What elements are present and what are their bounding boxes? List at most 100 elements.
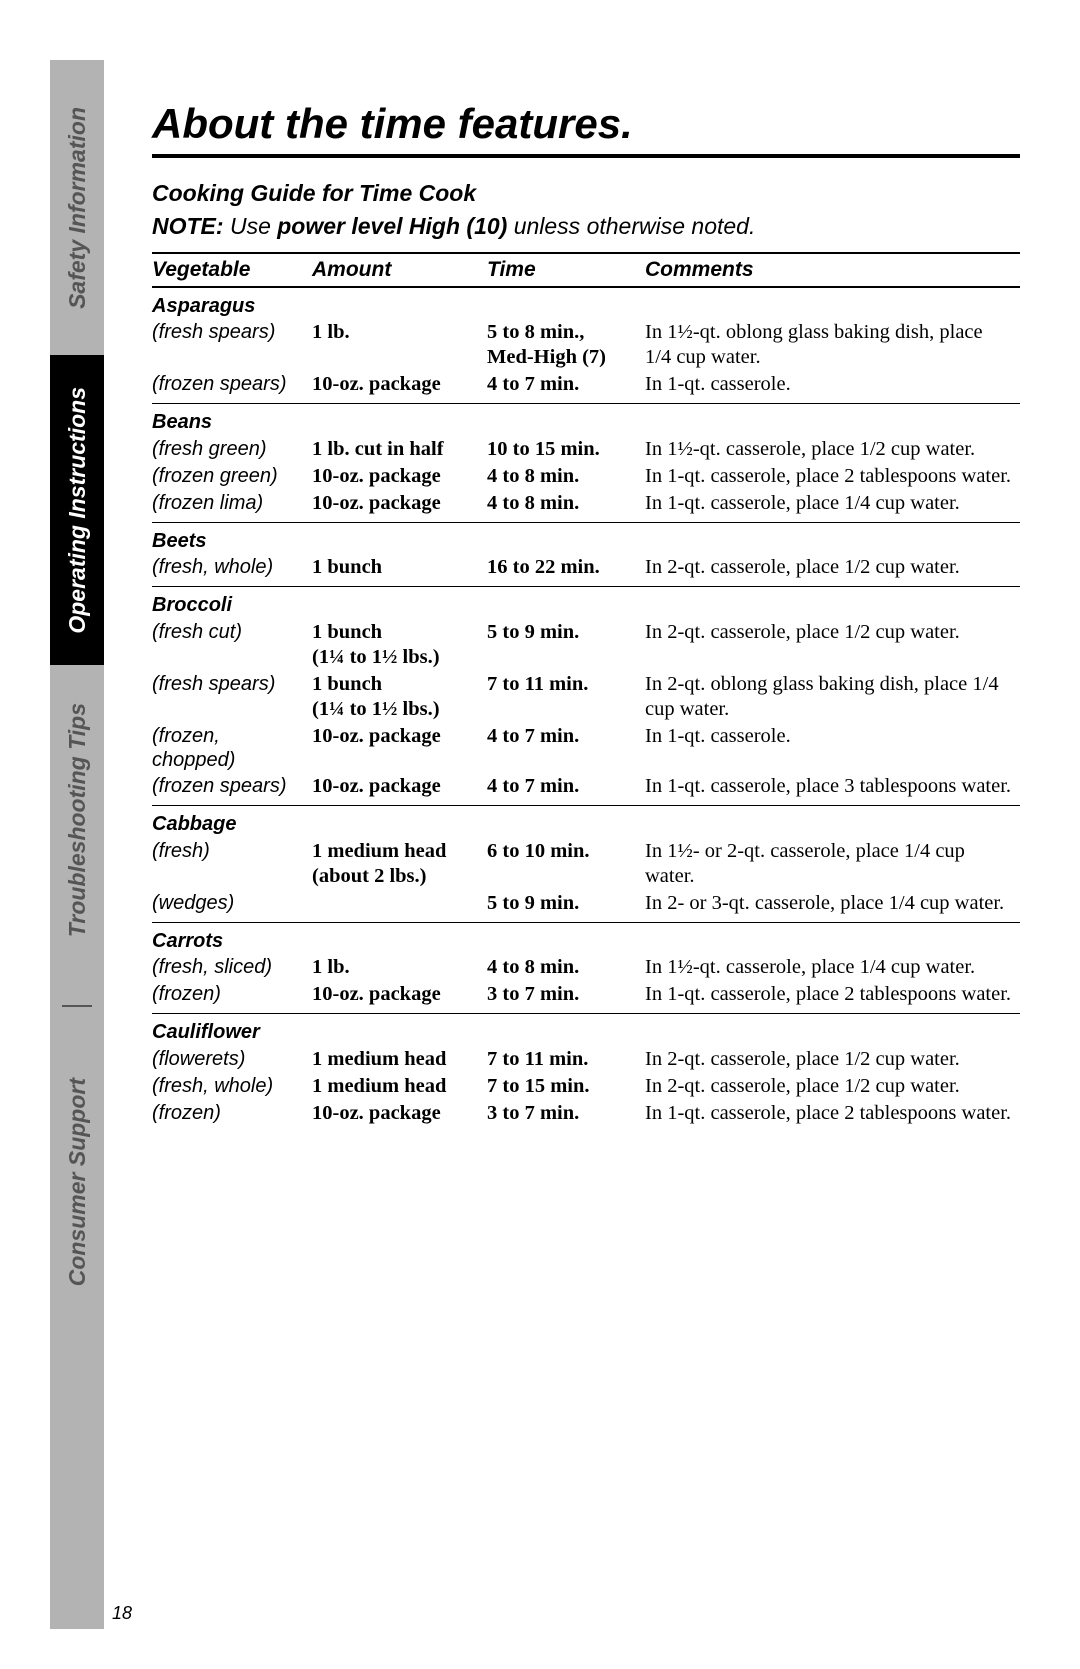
amount-cell: 10-oz. package (312, 371, 487, 404)
note-line: NOTE: Use power level High (10) unless o… (152, 213, 1020, 240)
vegetable-group-header: Broccoli (152, 587, 1020, 619)
cooking-guide-table: Vegetable Amount Time Comments Asparagus… (152, 252, 1020, 1132)
note-prefix: NOTE: (152, 213, 224, 239)
amount-cell: 1 bunch (312, 554, 487, 587)
vegetable-variant: (frozen green) (152, 463, 312, 490)
comments-cell: In 2-qt. casserole, place 1/2 cup water. (645, 619, 1020, 671)
amount-cell: 10-oz. package (312, 981, 487, 1014)
table-row: (fresh spears)1 bunch(1¼ to 1½ lbs.)7 to… (152, 671, 1020, 723)
comments-cell: In 1½-qt. casserole, place 1/2 cup water… (645, 436, 1020, 463)
vegetable-variant: (frozen) (152, 1100, 312, 1132)
time-cell: 3 to 7 min. (487, 1100, 645, 1132)
section-tabs-sidebar: Safety Information Operating Instruction… (50, 60, 104, 1629)
table-row: (frozen)10-oz. package3 to 7 min.In 1-qt… (152, 981, 1020, 1014)
comments-cell: In 1-qt. casserole. (645, 723, 1020, 774)
tab-label: Consumer Support (64, 1078, 91, 1286)
table-row: (frozen spears)10-oz. package4 to 7 min.… (152, 371, 1020, 404)
col-amount: Amount (312, 253, 487, 287)
amount-cell: 10-oz. package (312, 1100, 487, 1132)
comments-cell: In 1-qt. casserole, place 1/4 cup water. (645, 490, 1020, 523)
time-cell: 10 to 15 min. (487, 436, 645, 463)
vegetable-variant: (fresh spears) (152, 671, 312, 723)
amount-cell: 10-oz. package (312, 773, 487, 806)
table-row: (frozen spears)10-oz. package4 to 7 min.… (152, 773, 1020, 806)
page-content: About the time features. Cooking Guide f… (104, 60, 1020, 1629)
comments-cell: In 1-qt. casserole, place 3 tablespoons … (645, 773, 1020, 806)
tab-label: Operating Instructions (64, 387, 91, 634)
amount-cell: 1 lb. (312, 319, 487, 371)
vegetable-group-header: Cabbage (152, 806, 1020, 838)
vegetable-group-header: Carrots (152, 922, 1020, 954)
amount-cell: 10-oz. package (312, 463, 487, 490)
amount-cell: 1 bunch(1¼ to 1½ lbs.) (312, 671, 487, 723)
amount-cell: 10-oz. package (312, 723, 487, 774)
comments-cell: In 1-qt. casserole, place 2 tablespoons … (645, 463, 1020, 490)
amount-cell: 1 medium head (about 2 lbs.) (312, 838, 487, 890)
vegetable-name: Broccoli (152, 587, 1020, 619)
tab-label: Safety Information (64, 107, 91, 309)
table-row: (fresh, sliced)1 lb.4 to 8 min.In 1½-qt.… (152, 954, 1020, 981)
tab-consumer-support[interactable]: Consumer Support (50, 1035, 104, 1330)
comments-cell: In 1-qt. casserole. (645, 371, 1020, 404)
comments-cell: In 1½-qt. casserole, place 1/4 cup water… (645, 954, 1020, 981)
table-row: (fresh spears)1 lb.5 to 8 min.,Med-High … (152, 319, 1020, 371)
note-text: Use (224, 213, 278, 239)
time-cell: 6 to 10 min. (487, 838, 645, 890)
vegetable-variant: (fresh) (152, 838, 312, 890)
tab-safety-information[interactable]: Safety Information (50, 60, 104, 355)
time-cell: 4 to 8 min. (487, 954, 645, 981)
vegetable-variant: (fresh, whole) (152, 1073, 312, 1100)
amount-cell: 1 medium head (312, 1073, 487, 1100)
time-cell: 5 to 9 min. (487, 619, 645, 671)
table-row: (wedges)5 to 9 min.In 2- or 3-qt. casser… (152, 890, 1020, 923)
vegetable-group-header: Cauliflower (152, 1014, 1020, 1046)
vegetable-name: Asparagus (152, 287, 1020, 319)
manual-page: Safety Information Operating Instruction… (0, 0, 1080, 1669)
table-row: (fresh, whole)1 medium head7 to 15 min.I… (152, 1073, 1020, 1100)
vegetable-variant: (fresh, sliced) (152, 954, 312, 981)
vegetable-variant: (fresh green) (152, 436, 312, 463)
comments-cell: In 2-qt. casserole, place 1/2 cup water. (645, 554, 1020, 587)
col-vegetable: Vegetable (152, 253, 312, 287)
table-row: (frozen lima)10-oz. package4 to 8 min.In… (152, 490, 1020, 523)
table-row: (frozen, chopped)10-oz. package4 to 7 mi… (152, 723, 1020, 774)
comments-cell: In 2- or 3-qt. casserole, place 1/4 cup … (645, 890, 1020, 923)
vegetable-variant: (fresh, whole) (152, 554, 312, 587)
comments-cell: In 1-qt. casserole, place 2 tablespoons … (645, 1100, 1020, 1132)
note-power-level: power level High (10) (277, 213, 507, 239)
time-cell: 7 to 15 min. (487, 1073, 645, 1100)
time-cell: 5 to 8 min.,Med-High (7) (487, 319, 645, 371)
table-row: (fresh, whole)1 bunch16 to 22 min.In 2-q… (152, 554, 1020, 587)
time-cell: 4 to 8 min. (487, 490, 645, 523)
time-cell: 4 to 8 min. (487, 463, 645, 490)
tab-operating-instructions[interactable]: Operating Instructions (50, 355, 104, 665)
time-cell: 7 to 11 min. (487, 671, 645, 723)
note-text: unless otherwise noted. (507, 213, 755, 239)
amount-cell: 1 medium head (312, 1046, 487, 1073)
page-title: About the time features. (152, 100, 1020, 148)
vegetable-variant: (frozen) (152, 981, 312, 1014)
time-cell: 7 to 11 min. (487, 1046, 645, 1073)
table-row: (frozen)10-oz. package3 to 7 min.In 1-qt… (152, 1100, 1020, 1132)
tab-troubleshooting-tips[interactable]: Troubleshooting Tips (50, 665, 104, 975)
amount-cell: 10-oz. package (312, 490, 487, 523)
title-rule (152, 154, 1020, 158)
vegetable-name: Beets (152, 522, 1020, 554)
comments-cell: In 2-qt. casserole, place 1/2 cup water. (645, 1046, 1020, 1073)
comments-cell: In 1-qt. casserole, place 2 tablespoons … (645, 981, 1020, 1014)
tab-divider (62, 1005, 92, 1007)
col-time: Time (487, 253, 645, 287)
table-row: (flowerets)1 medium head7 to 11 min.In 2… (152, 1046, 1020, 1073)
vegetable-name: Carrots (152, 922, 1020, 954)
vegetable-variant: (wedges) (152, 890, 312, 923)
time-cell: 4 to 7 min. (487, 723, 645, 774)
page-number: 18 (112, 1603, 132, 1624)
time-cell: 4 to 7 min. (487, 371, 645, 404)
vegetable-name: Cauliflower (152, 1014, 1020, 1046)
section-subtitle: Cooking Guide for Time Cook (152, 180, 1020, 207)
comments-cell: In 1½- or 2-qt. casserole, place 1/4 cup… (645, 838, 1020, 890)
comments-cell: In 2-qt. oblong glass baking dish, place… (645, 671, 1020, 723)
table-row: (fresh)1 medium head (about 2 lbs.)6 to … (152, 838, 1020, 890)
time-cell: 3 to 7 min. (487, 981, 645, 1014)
vegetable-name: Cabbage (152, 806, 1020, 838)
